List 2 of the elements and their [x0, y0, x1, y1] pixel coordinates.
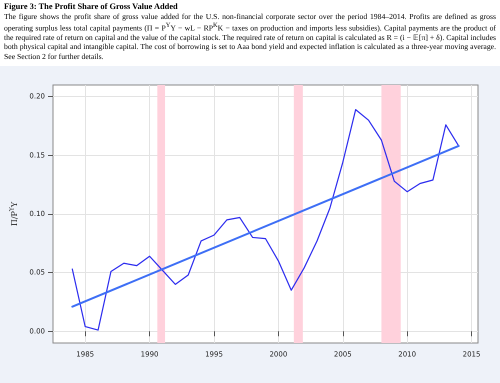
chart-title: Figure 3: The Profit Share of Gross Value Added: [4, 2, 179, 12]
line-series: [72, 109, 460, 331]
